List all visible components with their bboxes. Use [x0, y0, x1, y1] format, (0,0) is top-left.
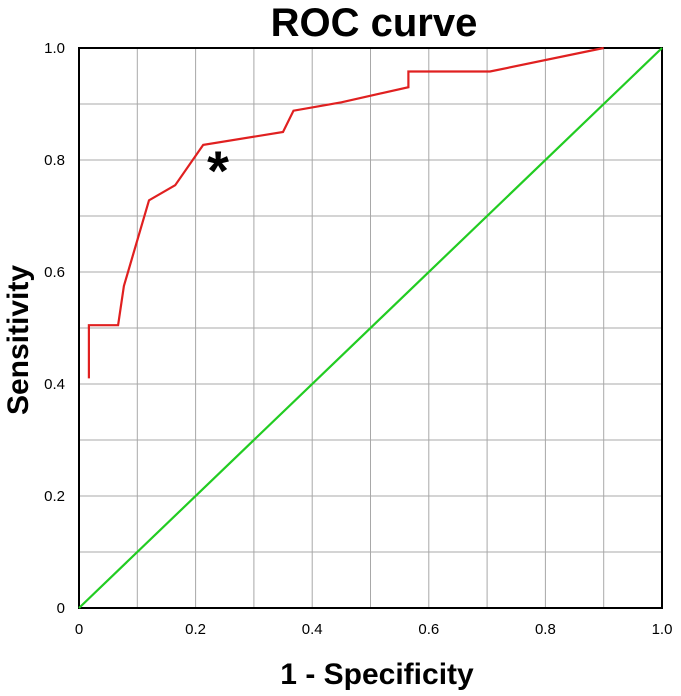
y-axis-label: Sensitivity — [2, 265, 35, 415]
y-tick-label: 1.0 — [44, 40, 65, 57]
roc-curve-line — [87, 46, 604, 379]
x-tick-label: 0.6 — [418, 621, 439, 638]
y-tick-label: 0 — [57, 600, 65, 617]
annotation-asterisk: * — [207, 139, 229, 202]
series-layer — [78, 46, 663, 609]
x-tick-label: 0 — [75, 621, 83, 638]
reference-diagonal-line — [78, 47, 663, 609]
x-tick-label: 0.8 — [535, 621, 556, 638]
y-tick-label: 0.6 — [44, 264, 65, 281]
x-tick-label: 1.0 — [652, 621, 673, 638]
x-axis-label: 1 - Specificity — [280, 658, 474, 691]
y-tick-label: 0.4 — [44, 376, 65, 393]
x-tick-label: 0.4 — [302, 621, 323, 638]
y-tick-label: 0.2 — [44, 488, 65, 505]
x-tick-label: 0.2 — [185, 621, 206, 638]
grid — [79, 48, 662, 608]
tick-labels: 0 0.2 0.4 0.6 0.8 1.0 0 0.2 0.4 0.6 0.8 1.0 — [44, 40, 672, 638]
y-tick-label: 0.8 — [44, 152, 65, 169]
chart-title: ROC curve — [271, 1, 478, 45]
plot-frame — [78, 47, 663, 609]
